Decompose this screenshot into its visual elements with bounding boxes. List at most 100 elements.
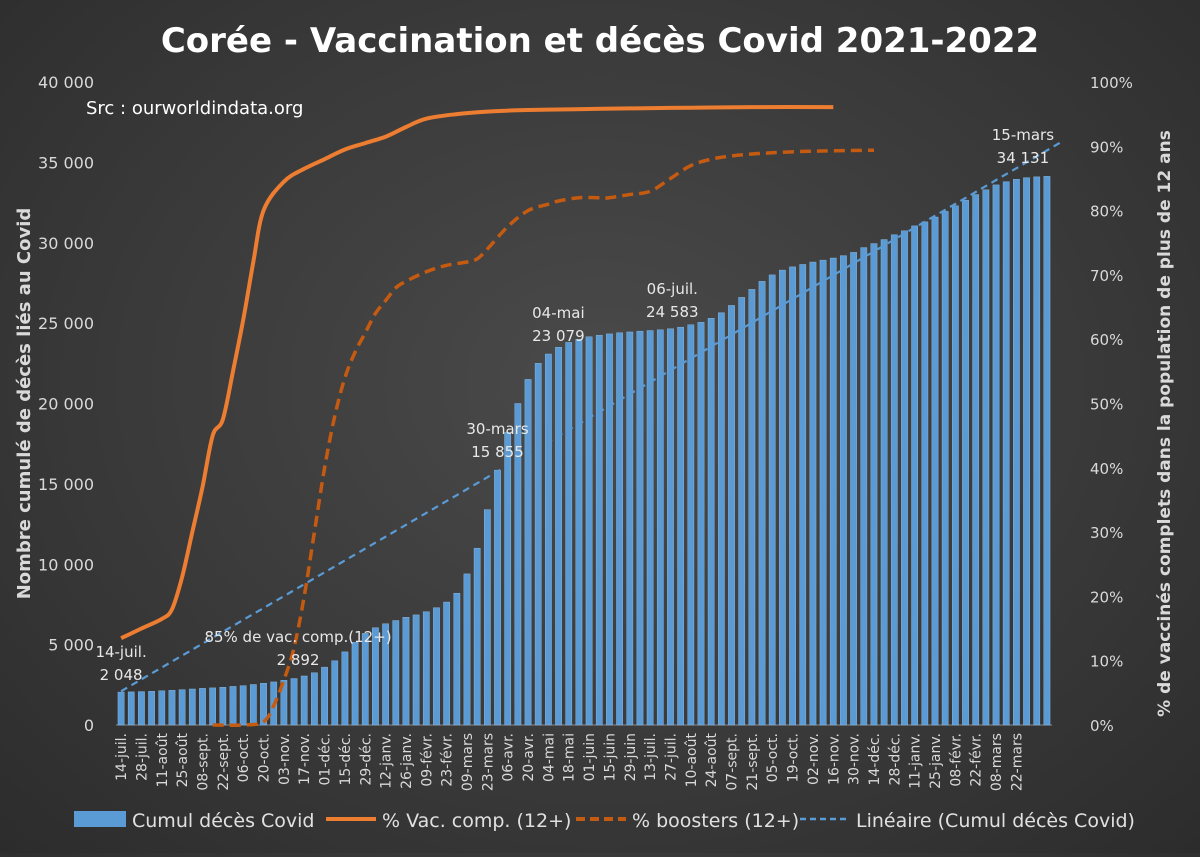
x-tick-label: 08-sept. (195, 733, 211, 791)
x-tick-label: 12-janv. (379, 733, 395, 789)
bar-cumul-deces (697, 322, 705, 726)
bar-cumul-deces (931, 216, 939, 726)
bar-cumul-deces (443, 601, 451, 726)
bar-cumul-deces (158, 690, 166, 726)
bar-cumul-deces (687, 324, 695, 726)
bar-cumul-deces (138, 691, 145, 726)
bar-cumul-deces (667, 328, 674, 726)
bar-cumul-deces (239, 685, 247, 726)
bar-cumul-deces (148, 691, 155, 726)
legend-label-vac-comp: % Vac. comp. (12+) (382, 810, 571, 832)
bar-cumul-deces (911, 225, 919, 726)
bar-cumul-deces (127, 691, 135, 726)
bar-cumul-deces (575, 339, 583, 726)
bar-cumul-deces (829, 257, 837, 726)
bar-cumul-deces (972, 194, 980, 726)
source-note: Src : ourworldindata.org (86, 98, 303, 119)
annotation-label: 85% de vac. comp.(12+) (204, 628, 391, 646)
x-tick-label: 23-mars (480, 733, 496, 791)
x-tick-label: 30-nov. (847, 733, 863, 785)
y-right-tick-label: 60% (1090, 331, 1123, 349)
y-right-tick-label: 40% (1090, 460, 1123, 478)
bar-cumul-deces (311, 672, 318, 726)
y-right-tick-label: 0% (1090, 717, 1114, 735)
bar-cumul-deces (199, 688, 206, 726)
y-left-tick-label: 20 000 (38, 395, 94, 414)
bar-cumul-deces (321, 666, 328, 726)
y-right-tick-label: 100% (1090, 74, 1133, 92)
bar-cumul-deces (677, 326, 685, 726)
x-tick-label: 09-mars (460, 733, 476, 791)
x-tick-label: 01-déc. (318, 733, 334, 786)
legend-swatch-bars (74, 811, 126, 827)
y-right-tick-label: 80% (1090, 203, 1123, 221)
y-right-tick-label: 90% (1090, 138, 1123, 156)
bar-cumul-deces (941, 211, 949, 726)
bar-cumul-deces (433, 607, 440, 726)
y-right-axis-title: % de vaccinés complets dans la populatio… (1155, 130, 1175, 717)
x-tick-label: 22-sept. (216, 733, 232, 791)
annotation-value: 2 892 (277, 651, 320, 669)
bar-cumul-deces (372, 627, 379, 726)
bar-cumul-deces (565, 342, 573, 726)
bar-cumul-deces (453, 592, 461, 726)
bar-cumul-deces (707, 318, 715, 726)
bar-cumul-deces (789, 266, 796, 726)
bar-cumul-deces (951, 205, 959, 726)
bar-cumul-deces (351, 642, 359, 726)
bar-cumul-deces (219, 687, 227, 726)
bar-cumul-deces (819, 259, 827, 726)
bar-cumul-deces (880, 239, 888, 726)
bar-cumul-deces (402, 617, 410, 726)
x-tick-label: 05-oct. (765, 733, 781, 782)
x-tick-label: 02-nov. (806, 733, 822, 785)
bar-cumul-deces (1023, 177, 1030, 726)
bar-cumul-deces (534, 363, 542, 726)
x-tick-label: 11-août (155, 732, 171, 787)
bar-cumul-deces (280, 680, 288, 726)
x-tick-label: 15-juin (602, 733, 618, 781)
x-tick-label: 18-mai (562, 733, 578, 782)
bar-cumul-deces (524, 379, 532, 726)
bar-cumul-deces (799, 264, 807, 726)
bar-cumul-deces (758, 281, 766, 726)
bar-cumul-deces (616, 332, 623, 726)
annotation-label: 30-mars (466, 420, 528, 438)
bar-cumul-deces (555, 347, 562, 726)
bar-cumul-deces (1033, 176, 1041, 726)
x-tick-label: 22-mars (1009, 733, 1025, 791)
x-tick-label: 06-avr. (501, 733, 517, 782)
chart-title: Corée - Vaccination et décès Covid 2021-… (161, 21, 1039, 61)
x-tick-label: 22-févr. (969, 733, 985, 787)
y-left-tick-label: 35 000 (38, 153, 94, 172)
x-tick-label: 04-mai (541, 733, 557, 782)
bar-cumul-deces (982, 189, 990, 726)
bar-cumul-deces (717, 312, 725, 726)
legend-label-trend: Linéaire (Cumul décès Covid) (856, 810, 1135, 832)
bar-cumul-deces (1013, 179, 1020, 726)
annotation-value: 2 048 (100, 666, 143, 684)
bar-cumul-deces (178, 689, 186, 726)
bar-cumul-deces (412, 614, 420, 726)
bar-cumul-deces (168, 690, 176, 726)
bar-cumul-deces (341, 651, 349, 726)
x-tick-label: 08-mars (989, 733, 1005, 791)
bar-cumul-deces (890, 234, 898, 726)
bar-cumul-deces (1002, 181, 1010, 726)
y-left-tick-label: 15 000 (38, 475, 94, 494)
bar-cumul-deces (595, 334, 603, 726)
x-tick-label: 28-déc. (887, 733, 903, 786)
bar-cumul-deces (962, 199, 969, 726)
annotation-value: 24 583 (646, 303, 699, 321)
bar-cumul-deces (636, 330, 644, 726)
x-tick-label: 28-juil. (134, 733, 150, 781)
x-tick-label: 20-avr. (521, 733, 537, 782)
y-left-axis-title: Nombre cumulé de décès liés au Covid (14, 208, 35, 600)
bar-cumul-deces (840, 255, 847, 726)
y-left-tick-label: 40 000 (38, 73, 94, 92)
x-tick-label: 20-oct. (257, 733, 273, 782)
y-right-tick-label: 70% (1090, 267, 1123, 285)
y-right-tick-label: 20% (1090, 588, 1123, 606)
